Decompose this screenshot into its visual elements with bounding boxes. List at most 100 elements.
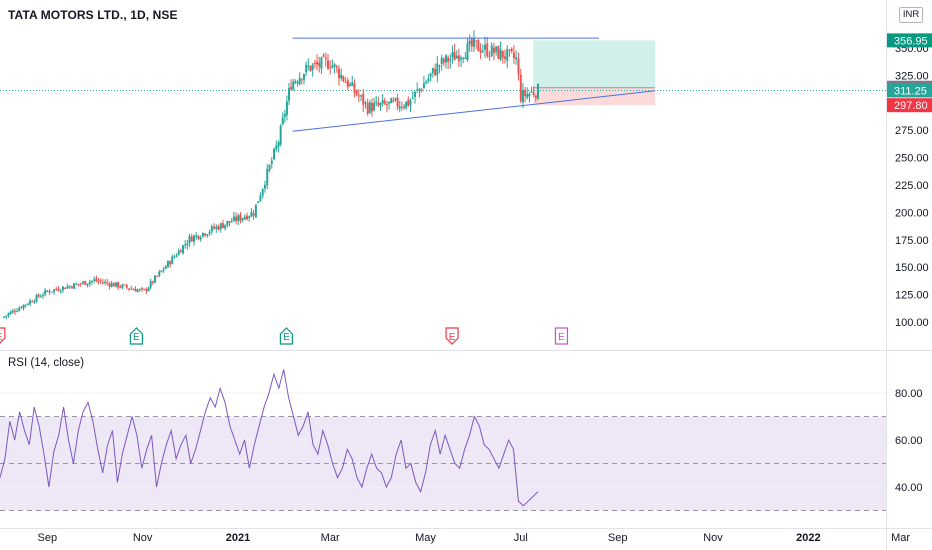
candle-body bbox=[97, 280, 100, 282]
candle-body bbox=[143, 288, 146, 290]
currency-badge[interactable]: INR bbox=[899, 7, 923, 23]
trendlines[interactable] bbox=[292, 37, 656, 132]
earnings-label: E bbox=[449, 332, 456, 343]
candle-body bbox=[110, 283, 113, 287]
time-tick-label: Nov bbox=[133, 532, 153, 544]
candle-body bbox=[156, 275, 159, 277]
candle-body bbox=[434, 69, 437, 76]
time-tick-label: Sep bbox=[38, 532, 58, 544]
candle-body bbox=[281, 117, 284, 125]
candle-body bbox=[259, 195, 262, 202]
candle-body bbox=[313, 62, 316, 64]
candle-body bbox=[320, 57, 323, 69]
candle-body bbox=[125, 285, 128, 288]
candle-body bbox=[394, 98, 397, 100]
candle-body bbox=[162, 269, 165, 271]
candle-body bbox=[377, 102, 380, 106]
candle-body bbox=[64, 287, 67, 290]
candle-body bbox=[346, 80, 349, 88]
candle-body bbox=[333, 64, 336, 67]
symbol-title[interactable]: TATA MOTORS LTD., 1D, NSE bbox=[8, 8, 178, 22]
candle-body bbox=[151, 281, 154, 283]
candle-body bbox=[486, 43, 489, 57]
candle-body bbox=[239, 214, 242, 221]
time-tick-label: Mar bbox=[891, 532, 910, 544]
candle-body bbox=[44, 290, 47, 295]
candle-body bbox=[33, 301, 36, 303]
candle-body bbox=[462, 58, 465, 60]
candle-body bbox=[468, 40, 471, 45]
candle-body bbox=[521, 90, 524, 103]
price-tick-label: 100.00 bbox=[895, 317, 929, 329]
position-tool[interactable] bbox=[0, 40, 886, 106]
candle-body bbox=[519, 74, 522, 102]
rsi-title[interactable]: RSI (14, close) bbox=[8, 357, 85, 369]
candle-body bbox=[243, 216, 246, 220]
earnings-marker-icon[interactable]: E bbox=[554, 327, 569, 345]
candle-body bbox=[210, 226, 213, 232]
candle-body bbox=[440, 57, 443, 64]
candle-body bbox=[95, 278, 98, 282]
candle-body bbox=[3, 316, 6, 318]
candle-body bbox=[464, 57, 467, 59]
earnings-marker-icon[interactable]: E bbox=[279, 327, 294, 345]
candle-body bbox=[217, 226, 220, 230]
support-trendline bbox=[292, 90, 656, 132]
candle-body bbox=[268, 164, 271, 171]
candle-body bbox=[292, 81, 295, 90]
candle-body bbox=[114, 282, 117, 287]
candle-body bbox=[337, 68, 340, 79]
price-label: 297.80 bbox=[887, 98, 932, 113]
earnings-shape bbox=[0, 327, 6, 344]
candle-body bbox=[195, 235, 198, 237]
candle-body bbox=[70, 286, 73, 289]
candle-body bbox=[331, 65, 334, 68]
candle-body bbox=[373, 102, 376, 111]
candle-body bbox=[355, 90, 358, 95]
price-label-text: 311.25 bbox=[894, 85, 927, 97]
candle-body bbox=[353, 83, 356, 93]
price-tick-label: 275.00 bbox=[895, 125, 929, 137]
earnings-markers[interactable]: EEEEE bbox=[0, 327, 569, 345]
candle-body bbox=[201, 232, 204, 237]
price-tick-label: 125.00 bbox=[895, 290, 929, 302]
earnings-marker-icon[interactable]: E bbox=[0, 327, 6, 344]
candle-body bbox=[39, 296, 42, 298]
candle-body bbox=[252, 213, 255, 216]
candle-body bbox=[228, 220, 231, 223]
price-tick-label: 150.00 bbox=[895, 262, 929, 274]
candle-body bbox=[508, 49, 511, 51]
candle-body bbox=[499, 49, 502, 60]
candle-body bbox=[123, 284, 126, 286]
candle-body bbox=[199, 237, 202, 240]
candle-body bbox=[288, 88, 291, 101]
candle-body bbox=[48, 291, 51, 293]
earnings-marker-icon[interactable]: E bbox=[129, 327, 143, 345]
candle-body bbox=[136, 289, 139, 292]
candle-body bbox=[145, 289, 148, 291]
candle-body bbox=[425, 82, 428, 84]
candle-body bbox=[169, 261, 172, 265]
candle-body bbox=[31, 301, 34, 303]
candle-body bbox=[246, 215, 249, 220]
rsi-tick-label: 60.00 bbox=[895, 435, 923, 447]
candle-body bbox=[248, 216, 251, 219]
candle-body bbox=[215, 226, 218, 229]
candle-body bbox=[99, 280, 102, 282]
earnings-label: E bbox=[0, 332, 3, 343]
candle-body bbox=[444, 55, 447, 63]
candle-body bbox=[186, 243, 189, 246]
price-label: 311.25 bbox=[887, 83, 932, 98]
earnings-label: E bbox=[558, 332, 565, 343]
candle-body bbox=[349, 83, 352, 86]
candle-body bbox=[431, 67, 434, 73]
candle-body bbox=[138, 289, 141, 291]
candle-body bbox=[179, 250, 182, 253]
candle-body bbox=[147, 287, 150, 292]
price-label-text: 356.95 bbox=[894, 35, 928, 47]
candle-body bbox=[512, 52, 515, 59]
earnings-marker-icon[interactable]: E bbox=[445, 327, 459, 345]
